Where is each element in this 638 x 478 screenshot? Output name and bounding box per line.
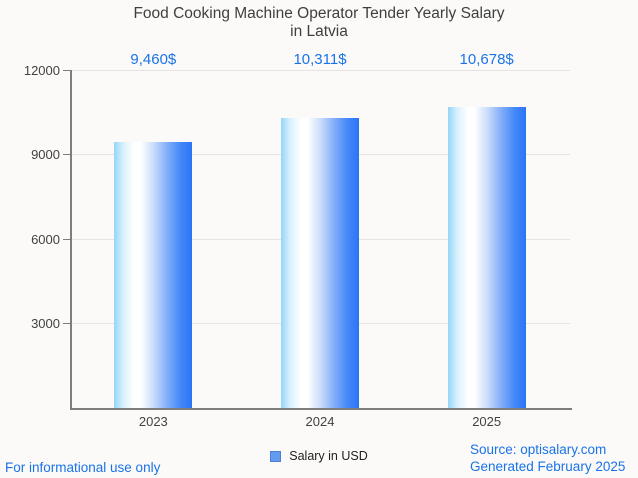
y-tick-label-9000: 9000 — [31, 147, 60, 162]
legend-label: Salary in USD — [289, 449, 368, 463]
legend-marker-icon — [270, 450, 282, 462]
y-tick-label-6000: 6000 — [31, 231, 60, 247]
value-label-2023: 9,460$ — [130, 51, 177, 68]
x-tick-label-2024: 2024 — [305, 414, 335, 429]
source-block: Source: optisalary.com Generated Februar… — [470, 441, 625, 475]
value-label-2025: 10,678$ — [459, 51, 514, 68]
y-tick-label-3000: 3000 — [31, 316, 60, 331]
y-tick-mark-3000 — [63, 323, 70, 324]
bar-2025[interactable] — [447, 107, 526, 408]
legend: Salary in USD — [0, 449, 638, 463]
source-text: Source: optisalary.com — [470, 442, 607, 457]
gridline-12000 — [70, 69, 570, 71]
chart-title-line1: Food Cooking Machine Operator Tender Yea… — [133, 5, 505, 22]
disclaimer-text: For informational use only — [5, 460, 161, 475]
value-label-2024: 10,311$ — [293, 51, 347, 68]
y-tick-label-12000: 12000 — [23, 62, 60, 78]
y-tick-mark-6000 — [63, 238, 70, 240]
generated-text: Generated February 2025 — [470, 459, 626, 474]
y-tick-mark-12000 — [63, 69, 70, 71]
bar-2024[interactable] — [281, 117, 359, 408]
plot-area — [70, 70, 572, 410]
y-tick-mark-9000 — [63, 154, 70, 155]
bar-2023[interactable] — [114, 141, 193, 408]
chart-title-line2: in Latvia — [290, 22, 348, 40]
chart-title: Food Cooking Machine Operator Tender Yea… — [0, 5, 638, 40]
x-tick-label-2025: 2025 — [472, 414, 502, 429]
x-tick-label-2023: 2023 — [138, 414, 168, 429]
